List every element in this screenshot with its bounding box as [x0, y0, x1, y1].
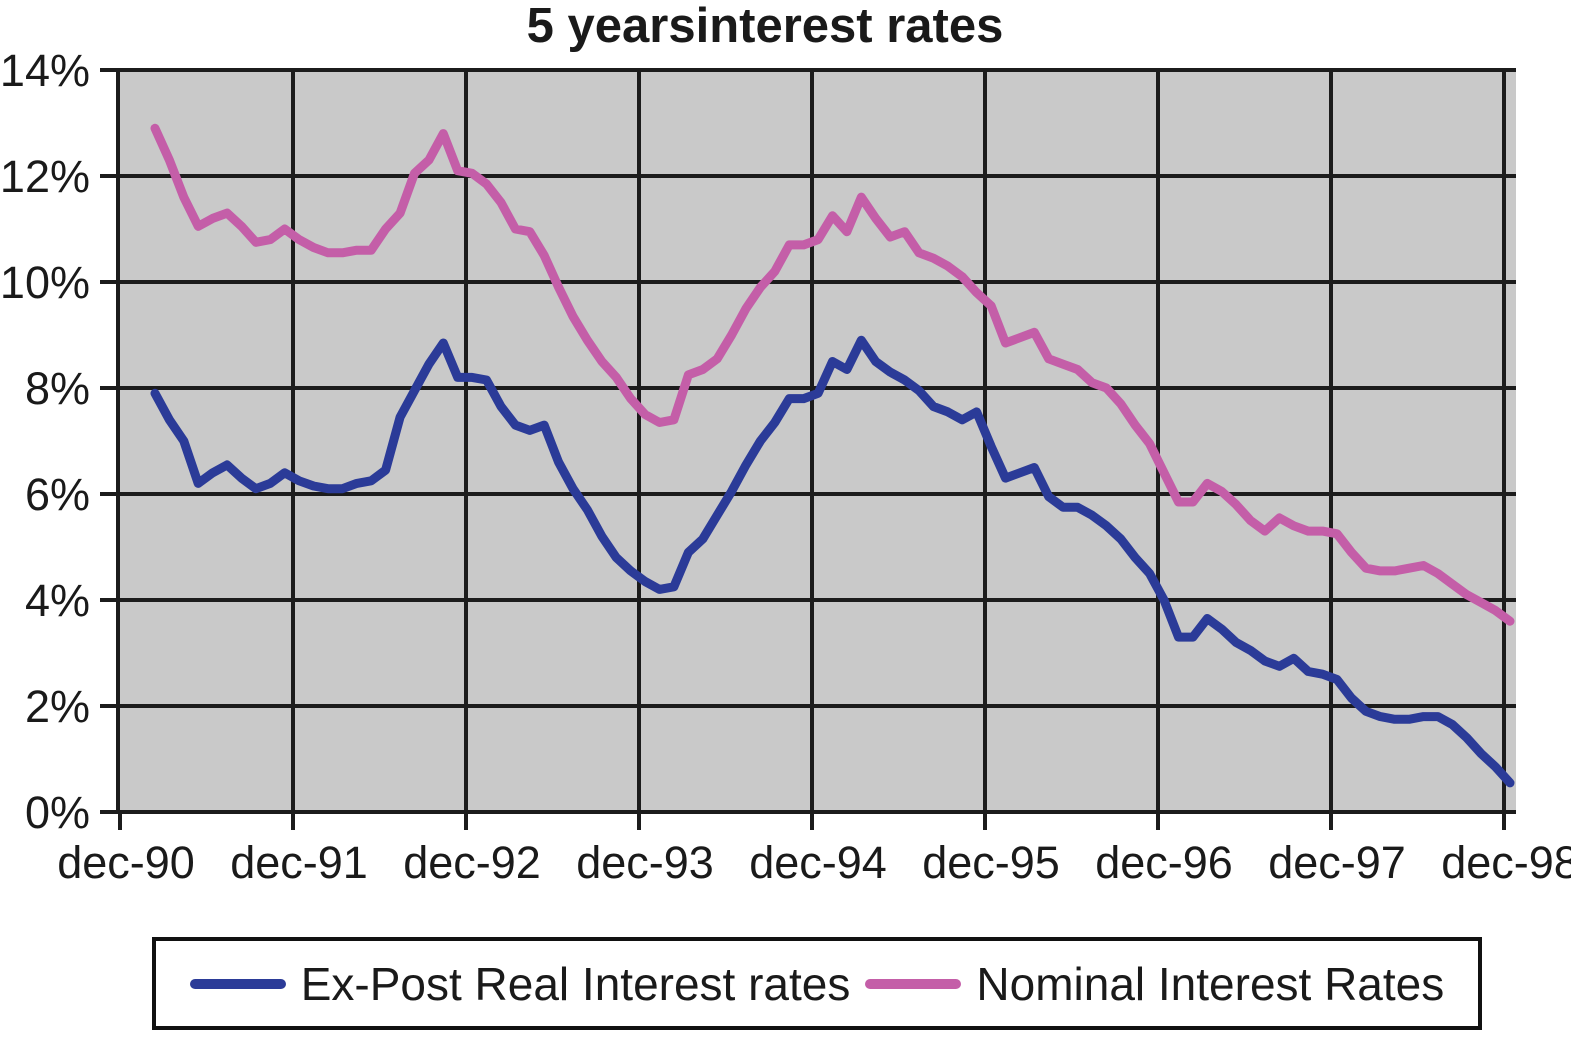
x-tick-label: dec-95 [922, 837, 1060, 888]
x-tick-label: dec-91 [230, 837, 368, 888]
y-tick-label: 14% [0, 45, 90, 96]
ex-post-real-legend-swatch [189, 978, 286, 989]
nominal-legend-label: Nominal Interest Rates [976, 957, 1445, 1010]
chart-title: 5 yearsinterest rates [526, 0, 1004, 53]
y-tick-label: 4% [25, 575, 90, 626]
x-tick-label: dec-90 [57, 837, 195, 888]
y-tick-label: 12% [0, 151, 90, 202]
x-tick-label: dec-97 [1268, 837, 1406, 888]
y-tick-label: 10% [0, 257, 90, 308]
x-tick-label: dec-98 [1441, 837, 1571, 888]
y-tick-label: 2% [25, 681, 90, 732]
x-tick-label: dec-93 [576, 837, 714, 888]
ex-post-real-legend-label: Ex-Post Real Interest rates [300, 957, 851, 1010]
y-tick-label: 0% [25, 787, 90, 838]
ex-post-real-interest-line [150, 335, 1515, 788]
chart-legend: Ex-Post Real Interest rates Nominal Inte… [152, 937, 1482, 1030]
y-tick-label: 8% [25, 363, 90, 414]
nominal-legend-swatch [865, 978, 962, 989]
interest-rates-line-chart: 14% 12% 10% 8% 6% 4% 2% 0%dec-90 dec-91 dec-92 dec… [0, 45, 1571, 888]
plot-area [118, 70, 1516, 812]
x-tick-label: dec-96 [1095, 837, 1233, 888]
x-tick-label: dec-92 [403, 837, 541, 888]
y-tick-label: 6% [25, 469, 90, 520]
nominal-interest-line [150, 123, 1515, 626]
x-tick-label: dec-94 [749, 837, 887, 888]
